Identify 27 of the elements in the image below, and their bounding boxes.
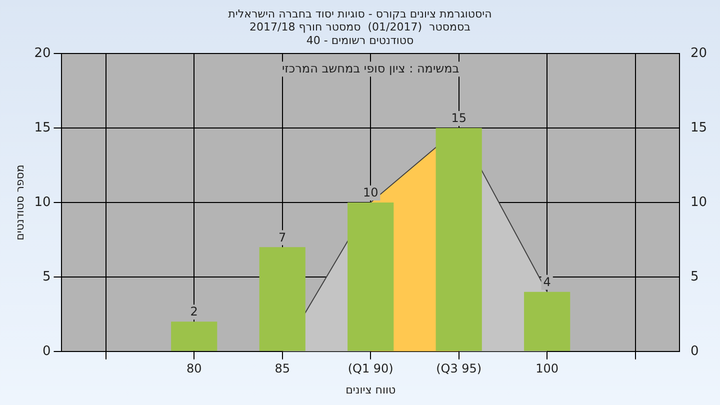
y2-tick-label: 0 xyxy=(690,344,699,359)
y-tick-label: 15 xyxy=(34,120,51,136)
y-tick-label: 10 xyxy=(34,194,51,210)
annotation: במשימה : ציון סופי במחשב המרכזי xyxy=(282,62,460,76)
y2-tick-label: 15 xyxy=(690,120,708,136)
data-label: 10 xyxy=(362,186,378,200)
x-tick-label: 100 xyxy=(536,362,559,376)
y2-tick-label: 5 xyxy=(690,269,699,284)
y-tick-label: 0 xyxy=(42,344,51,359)
data-label: 4 xyxy=(543,274,551,289)
y-axis-title: מספר סטודנטים xyxy=(13,164,26,240)
chart-subtitle: בסמסטר (01/2017) סמסטר חורף 2017/18 סטודנטים רשומים - 40 xyxy=(250,20,470,47)
y-tick-label: 5 xyxy=(42,269,51,284)
y2-tick-label: 10 xyxy=(690,194,708,210)
bar xyxy=(171,322,218,351)
data-label: 15 xyxy=(451,111,466,126)
y2-tick-label: 20 xyxy=(690,46,708,61)
x-tick-label: (Q1 90) xyxy=(348,362,394,376)
x-tick-label: 80 xyxy=(186,362,202,376)
y-tick-label: 20 xyxy=(34,46,51,61)
x-axis-title: טווח ציונים xyxy=(346,383,396,396)
x-tick-label: 85 xyxy=(274,362,290,376)
chart-title: היסטוגרמת ציונים בקורס - סוגיות יסוד בחברה הישראלית xyxy=(228,7,492,20)
data-label: 2 xyxy=(190,304,198,319)
x-tick-label: (Q3 95) xyxy=(436,362,482,376)
bar xyxy=(524,292,570,351)
data-label: 7 xyxy=(278,230,286,244)
